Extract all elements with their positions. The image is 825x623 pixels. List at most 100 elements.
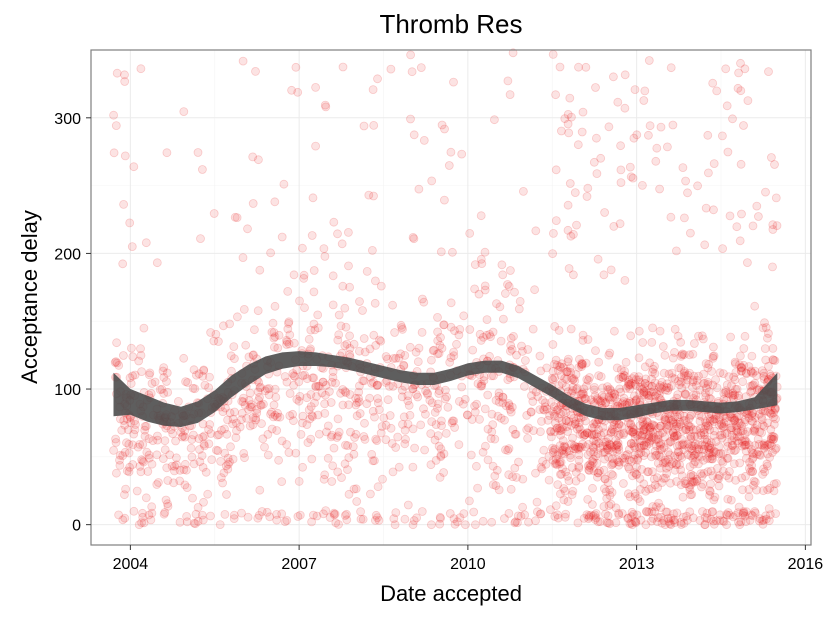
smooth-confidence-band [113, 351, 778, 427]
data-point [180, 459, 190, 469]
data-point [684, 422, 694, 432]
data-point [742, 453, 751, 463]
data-point [376, 336, 386, 346]
data-point [327, 377, 337, 387]
data-point [510, 429, 520, 439]
data-point [593, 517, 603, 527]
data-point [740, 440, 750, 450]
data-point [648, 467, 657, 477]
data-point [248, 199, 258, 208]
data-point [728, 512, 738, 522]
data-point [594, 425, 603, 435]
data-point [454, 396, 464, 406]
data-point [592, 458, 602, 468]
data-point [342, 509, 351, 519]
data-point [186, 443, 196, 453]
data-point [374, 405, 384, 415]
data-point [375, 335, 384, 345]
data-point [706, 438, 716, 448]
data-point [478, 516, 488, 526]
data-point [130, 425, 140, 435]
data-point [444, 161, 454, 170]
data-point [731, 367, 741, 377]
data-point [709, 519, 719, 529]
chart-title: Thromb Res [379, 9, 522, 39]
data-point [598, 396, 607, 406]
data-point [437, 120, 447, 130]
data-point [644, 393, 654, 403]
data-point [715, 368, 725, 378]
data-point [613, 457, 623, 467]
data-point [607, 487, 617, 497]
data-point [644, 381, 653, 390]
data-point [144, 510, 154, 520]
y-tick-label: 100 [54, 382, 81, 399]
data-point [309, 287, 319, 297]
data-point [571, 442, 580, 452]
data-point [705, 416, 715, 426]
data-point [241, 340, 251, 350]
data-point [141, 421, 151, 431]
data-point [629, 441, 639, 451]
data-point [700, 240, 710, 250]
data-point [454, 330, 464, 340]
data-point [738, 377, 748, 387]
data-point [491, 481, 501, 491]
data-point [710, 426, 719, 436]
data-point [334, 427, 344, 437]
data-point [625, 379, 634, 389]
data-point [182, 512, 192, 521]
data-point [747, 416, 756, 426]
data-point [198, 419, 208, 429]
data-point [719, 517, 729, 526]
data-point [583, 183, 593, 193]
data-point [692, 380, 701, 390]
data-point [684, 482, 694, 492]
data-point [702, 508, 712, 518]
data-point [483, 390, 493, 400]
data-point [746, 467, 755, 476]
data-point [772, 478, 781, 488]
data-point [360, 434, 370, 444]
data-point [744, 362, 754, 371]
data-point [672, 508, 682, 518]
data-point [647, 382, 657, 392]
data-point [616, 141, 625, 151]
data-point [645, 425, 655, 435]
data-point [694, 331, 703, 341]
data-point [735, 458, 745, 468]
data-point [565, 93, 575, 103]
data-point [270, 332, 280, 342]
data-point [727, 440, 737, 450]
data-point [397, 323, 407, 332]
data-point [563, 357, 573, 367]
data-point [289, 380, 299, 390]
data-point [489, 115, 499, 125]
data-point [771, 443, 781, 453]
data-point [537, 416, 546, 426]
data-point [193, 502, 203, 512]
data-point [571, 444, 580, 454]
data-point [435, 512, 445, 522]
data-point [735, 236, 745, 246]
data-point [411, 347, 421, 357]
data-point [736, 159, 746, 169]
data-point [688, 477, 698, 487]
data-point [371, 510, 381, 520]
data-point [624, 375, 634, 385]
data-point [737, 362, 746, 372]
data-point [734, 418, 743, 428]
data-point [600, 208, 609, 217]
data-point [159, 509, 169, 519]
data-point [408, 384, 418, 394]
data-point [631, 395, 641, 405]
data-point [359, 334, 369, 343]
data-point [199, 366, 209, 376]
data-point [198, 432, 208, 442]
data-point [749, 449, 758, 459]
data-point [626, 420, 636, 430]
data-point [282, 516, 292, 525]
data-point [660, 457, 670, 467]
data-point [373, 380, 383, 390]
data-point [686, 431, 695, 441]
